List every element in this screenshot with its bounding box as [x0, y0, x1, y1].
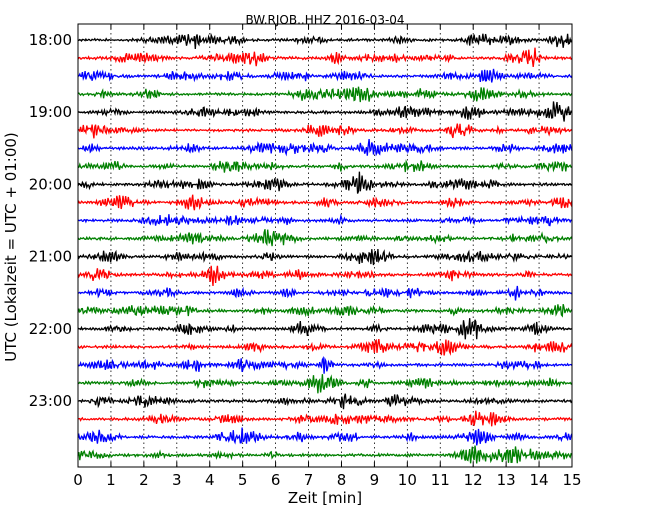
x-gridlines: [110, 24, 540, 467]
x-tick-label: 10: [398, 471, 417, 489]
trace-row-2115: [77, 265, 573, 286]
trace-layer: [77, 32, 573, 464]
trace-row-2330: [77, 427, 573, 446]
x-tick-label: 8: [337, 471, 347, 489]
trace-row-1900: [77, 101, 573, 122]
x-tick-label: 5: [238, 471, 248, 489]
trace-row-2215: [77, 338, 573, 356]
trace-row-1815: [77, 47, 573, 67]
trace-row-2000: [77, 171, 573, 194]
x-tick-label: 12: [464, 471, 483, 489]
y-tick-label: 20:00: [29, 175, 72, 193]
x-tick-label: 7: [304, 471, 314, 489]
y-tick-label: 18:00: [29, 31, 72, 49]
trace-row-2030: [77, 213, 573, 227]
trace-row-1800: [77, 32, 573, 49]
y-axis-label: UTC (Lokalzeit = UTC + 01:00): [2, 132, 20, 362]
trace-row-2315: [77, 410, 573, 427]
chart-title: BW.RJOB..HHZ 2016-03-04: [245, 13, 404, 27]
x-tick-label: 1: [106, 471, 116, 489]
trace-row-2130: [77, 285, 573, 301]
trace-row-2200: [77, 318, 573, 340]
axis-ticks: 0 1 2 3 4 5 6 7 8 9 10 11 12 13 14 1518:0019:0020:0021:…: [29, 24, 582, 489]
trace-row-2145: [77, 304, 573, 318]
x-tick-label: 13: [497, 471, 516, 489]
x-tick-label: 3: [172, 471, 182, 489]
trace-row-2300: [77, 393, 573, 410]
x-tick-label: 9: [370, 471, 380, 489]
trace-row-2045: [77, 229, 573, 247]
y-tick-label: 22:00: [29, 320, 72, 338]
trace-row-2015: [77, 194, 573, 211]
trace-row-2100: [77, 249, 573, 266]
trace-row-1945: [77, 159, 573, 173]
y-tick-label: 19:00: [29, 103, 72, 121]
trace-row-2345: [77, 445, 573, 464]
x-tick-label: 6: [271, 471, 281, 489]
trace-row-1830: [77, 68, 573, 83]
x-tick-label: 11: [431, 471, 450, 489]
x-axis-label: Zeit [min]: [288, 489, 362, 507]
trace-row-2245: [77, 374, 573, 394]
trace-row-1930: [77, 138, 573, 157]
x-tick-label: 15: [562, 471, 581, 489]
plot-frame: [77, 23, 573, 468]
trace-row-1915: [77, 123, 573, 139]
y-tick-label: 23:00: [29, 392, 72, 410]
trace-row-1845: [77, 86, 573, 103]
x-tick-label: 2: [139, 471, 149, 489]
x-tick-label: 0: [73, 471, 83, 489]
trace-row-2230: [77, 355, 573, 374]
x-tick-label: 4: [205, 471, 215, 489]
y-tick-label: 21:00: [29, 248, 72, 266]
x-tick-label: 14: [530, 471, 549, 489]
